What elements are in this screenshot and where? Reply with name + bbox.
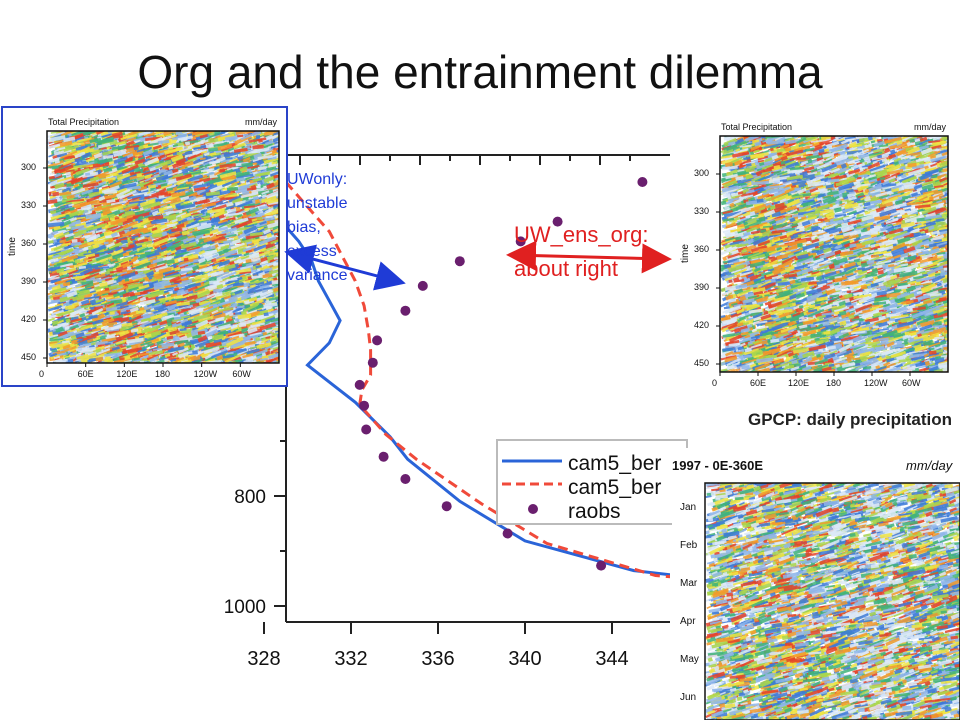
- raobs-point: [596, 560, 607, 571]
- precip-cell: [265, 293, 275, 299]
- precip-cell: [128, 131, 145, 137]
- profile-x-tick-label: 336: [421, 648, 454, 670]
- raobs-point: [359, 400, 370, 411]
- raobs-point: [361, 424, 372, 435]
- raobs-point: [354, 379, 365, 390]
- raobs-point: [454, 256, 465, 267]
- legend-entry-label: cam5_ber: [568, 476, 661, 499]
- profile-x-tick-label: 332: [334, 648, 367, 670]
- legend-swatch-dot: [528, 504, 538, 514]
- precip-cell: [50, 131, 60, 134]
- raobs-point: [372, 335, 383, 346]
- precip-cell: [98, 184, 109, 189]
- profile-x-tick-label: 340: [508, 648, 541, 670]
- legend-entry-label: raobs: [568, 500, 621, 523]
- precip-cell: [227, 131, 243, 136]
- profile-axes: 328332336340344348001000: [224, 154, 710, 670]
- legend-entry-label: cam5_ber: [568, 452, 661, 475]
- raobs-point: [637, 177, 648, 187]
- slide-title: Org and the entrainment dilemma: [0, 45, 960, 99]
- raobs-point: [400, 474, 411, 484]
- raobs-point: [400, 305, 411, 316]
- precip-cell: [260, 334, 278, 344]
- precip-cell: [155, 319, 171, 324]
- profile-x-tick-label: 328: [247, 648, 280, 670]
- raobs-point: [367, 357, 378, 368]
- raobs-point: [502, 528, 513, 539]
- raobs-point: [378, 451, 389, 462]
- precip-cell: [111, 353, 123, 360]
- precip-cell: [161, 289, 174, 294]
- precip-cell: [229, 238, 241, 246]
- precip-cell: [118, 355, 125, 359]
- precip-cell: [102, 314, 114, 320]
- precip-field: [47, 131, 279, 363]
- raobs-point: [417, 280, 428, 291]
- precip-cell: [63, 277, 74, 284]
- profile-x-tick-label: 344: [595, 648, 628, 670]
- precip-cell: [187, 219, 195, 224]
- raobs-point: [552, 216, 563, 227]
- profile-y-tick-label: 1000: [224, 597, 266, 618]
- precip-cell: [229, 244, 235, 248]
- precip-cell: [129, 171, 141, 177]
- precip-cell: [254, 342, 260, 345]
- profile-y-tick-label: 800: [234, 487, 266, 508]
- precip-cell: [98, 200, 104, 204]
- precip-cell: [165, 231, 180, 237]
- precip-cell: [227, 156, 240, 163]
- raobs-point: [441, 501, 452, 512]
- precip-cell: [237, 156, 244, 160]
- precip-cell: [73, 323, 87, 331]
- model-precip-panel: [1, 106, 288, 387]
